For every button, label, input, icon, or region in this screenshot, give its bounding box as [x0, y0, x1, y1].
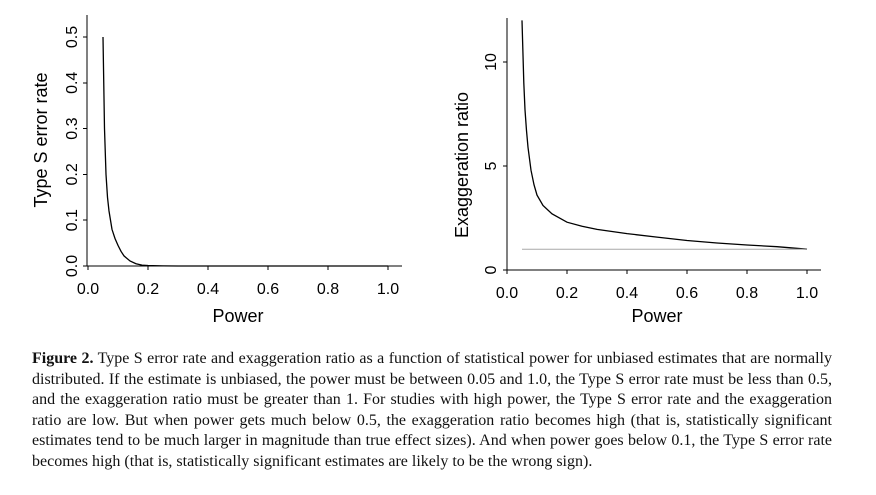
- left-x-axis-title: Power: [212, 306, 263, 326]
- right-x-tick-label: 0.4: [616, 285, 638, 302]
- caption-text: Type S error rate and exaggeration ratio…: [32, 350, 833, 470]
- left-y-tick-label: 0.2: [64, 163, 81, 185]
- left-y-tick-label: 0.4: [64, 72, 81, 94]
- right-x-axis-title: Power: [631, 306, 682, 326]
- left-x-tick-label: 0.2: [137, 281, 159, 298]
- right-y-tick-label: 0: [483, 265, 500, 274]
- left-x-tick-label: 0.6: [257, 281, 279, 298]
- left-x-tick-label: 1.0: [377, 281, 399, 298]
- figure-canvas: 0.0 0.2 0.4 0.6 0.8 1.0 0.0 0.1 0.2 0.3 0.4 0.5 Powe…: [31, 15, 821, 326]
- right-series-line: [521, 20, 808, 250]
- right-x-tick-label: 0.6: [676, 285, 698, 302]
- right-x-tick-label: 0.0: [496, 285, 518, 302]
- left-y-tick-label: 0.0: [64, 255, 81, 277]
- left-x-tick-label: 0.8: [317, 281, 339, 298]
- right-x-tick-label: 0.2: [556, 285, 578, 302]
- left-series-line: [102, 36, 388, 267]
- left-x-tick-label: 0.4: [197, 281, 219, 298]
- figure-caption: Figure 2. Type S error rate and exaggera…: [32, 349, 832, 472]
- right-x-tick-label: 1.0: [796, 285, 818, 302]
- exaggeration-ratio-chart: 0.0 0.2 0.4 0.6 0.8 1.0 0 5 10 Power Exaggeration …: [452, 18, 821, 326]
- caption-label: Figure 2.: [32, 350, 94, 367]
- right-y-axis-title: Exaggeration ratio: [452, 92, 472, 238]
- left-y-tick-label: 0.5: [64, 26, 81, 48]
- left-x-tick-label: 0.0: [77, 281, 99, 298]
- right-y-tick-label: 5: [483, 161, 500, 170]
- right-y-tick-label: 10: [483, 53, 500, 71]
- type-s-error-chart: 0.0 0.2 0.4 0.6 0.8 1.0 0.0 0.1 0.2 0.3 0.4 0.5 Powe…: [31, 15, 402, 326]
- left-y-tick-label: 0.1: [64, 209, 81, 231]
- left-y-axis-title: Type S error rate: [31, 72, 51, 207]
- left-y-tick-label: 0.3: [64, 117, 81, 139]
- right-x-tick-label: 0.8: [736, 285, 758, 302]
